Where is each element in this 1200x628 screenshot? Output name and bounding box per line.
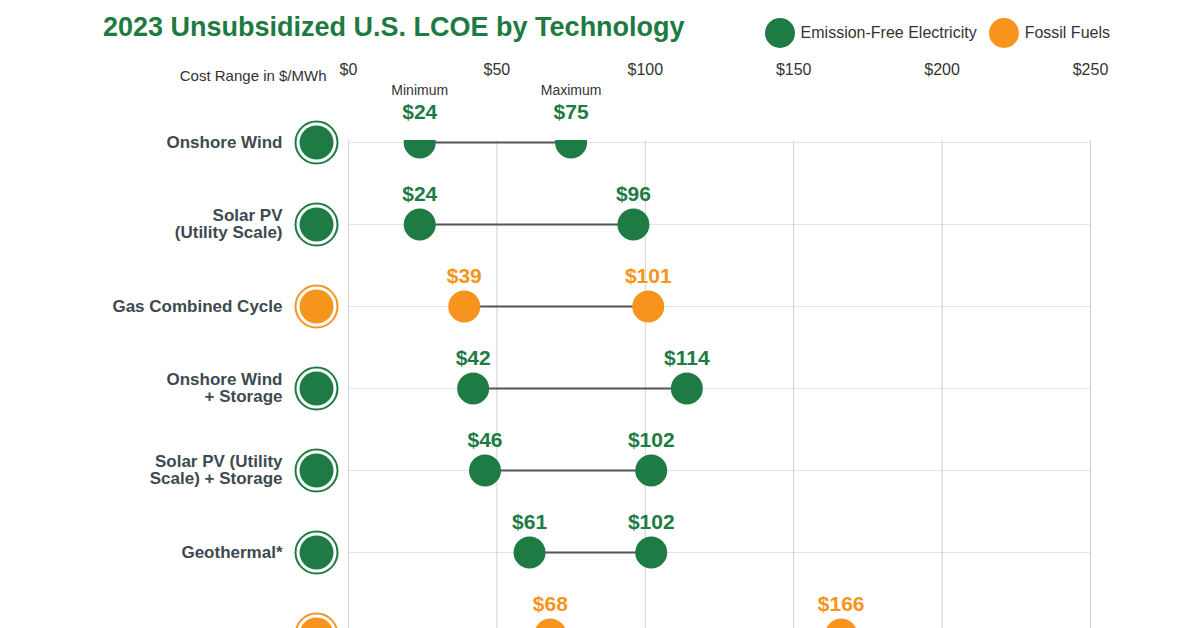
svg-text:Gas Combined Cycle: Gas Combined Cycle [112, 297, 282, 316]
svg-text:Geothermal*: Geothermal* [181, 543, 282, 562]
html-text:2023 Unsubsidized U.S. LCOE by: 2023 Unsubsidized U.S. LCOE by Technolog… [103, 12, 685, 42]
svg-text:Onshore Wind+ Storage: Onshore Wind+ Storage [166, 370, 282, 406]
svg-text:$100: $100 [628, 61, 664, 78]
svg-text:$101: $101 [625, 264, 672, 287]
svg-text:$114: $114 [664, 346, 710, 369]
svg-text:$24: $24 [402, 182, 437, 205]
html-text:Fossil Fuels: Fossil Fuels [1024, 24, 1110, 41]
svg-text:$102: $102 [628, 510, 675, 533]
svg-text:Solar PV(Utility Scale): Solar PV(Utility Scale) [175, 206, 283, 242]
svg-text:$200: $200 [924, 61, 960, 78]
svg-text:Maximum: Maximum [541, 82, 602, 98]
svg-text:$250: $250 [1073, 61, 1109, 78]
svg-text:$166: $166 [818, 592, 865, 615]
svg-text:$61: $61 [512, 510, 547, 533]
html-text:Emission-Free Electricity: Emission-Free Electricity [800, 24, 977, 41]
svg-text:Minimum: Minimum [391, 82, 448, 98]
svg-text:$42: $42 [456, 346, 491, 369]
svg-text:$75: $75 [554, 100, 589, 123]
svg-text:$39: $39 [447, 264, 482, 287]
svg-text:$46: $46 [468, 428, 503, 451]
svg-text:$24: $24 [402, 100, 437, 123]
svg-text:$68: $68 [533, 592, 568, 615]
svg-text:Onshore Wind: Onshore Wind [166, 133, 282, 152]
svg-text:$0: $0 [340, 61, 358, 78]
svg-text:$96: $96 [616, 182, 651, 205]
svg-text:Solar PV (UtilityScale) + Stor: Solar PV (UtilityScale) + Storage [150, 452, 283, 488]
svg-text:$102: $102 [628, 428, 675, 451]
svg-text:Cost Range in $/MWh: Cost Range in $/MWh [180, 67, 327, 84]
svg-text:$150: $150 [776, 61, 812, 78]
svg-text:$50: $50 [484, 61, 511, 78]
